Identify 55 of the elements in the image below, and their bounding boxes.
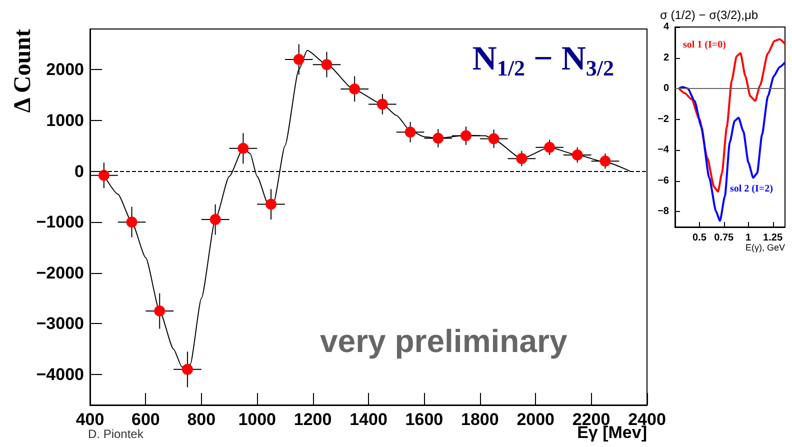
x-tick-label: 1800: [460, 410, 499, 429]
point: [488, 133, 500, 144]
x-tick-label: 0.5: [692, 232, 707, 244]
point: [516, 153, 528, 164]
x-tick-label: 1.25: [763, 232, 783, 244]
x-tick-label: 1200: [294, 410, 332, 429]
y-tick-label: −6: [658, 175, 670, 186]
point: [349, 83, 360, 94]
point: [404, 126, 416, 138]
x-tick-label: 2000: [516, 410, 555, 429]
x-tick-label: 600: [132, 410, 160, 429]
y-tick-label: 1000: [46, 110, 84, 130]
series-label: sol 1 (I=0): [683, 40, 726, 50]
point: [376, 98, 388, 110]
point: [293, 54, 304, 65]
x-tick-label: 400: [76, 410, 104, 429]
y-tick-label: −4000: [36, 365, 84, 384]
x-tick-label: 1400: [350, 410, 388, 429]
point: [460, 130, 472, 142]
x-tick-label: 1600: [405, 410, 444, 429]
point: [600, 156, 611, 167]
point: [266, 198, 277, 210]
x-tick-label: 1000: [238, 410, 276, 429]
y-tick-label: −2000: [36, 263, 84, 282]
y-tick-label: −3000: [36, 314, 84, 334]
point: [238, 142, 249, 154]
point: [544, 142, 556, 153]
y-tick-label: −1000: [36, 212, 84, 232]
point: [321, 59, 332, 70]
x-axis-title: E(γ), GeV: [745, 242, 785, 252]
y-tick-label: 0: [663, 83, 670, 94]
annotation: very preliminary: [320, 323, 568, 359]
y-tick-label: 4: [663, 22, 670, 32]
x-tick-label: 800: [187, 410, 216, 429]
x-tick-label: 1: [746, 232, 752, 244]
point: [432, 132, 444, 144]
text: D. Piontek: [88, 427, 144, 441]
y-tick-label: 2000: [46, 60, 84, 80]
point: [210, 214, 221, 226]
y-tick-label: −8: [658, 206, 670, 218]
y-tick-label: 2: [663, 52, 670, 64]
line-series: [678, 38, 786, 193]
line-series: [678, 61, 786, 222]
point: [98, 170, 110, 181]
y-axis-title: Δ Count: [10, 29, 36, 113]
point: [182, 364, 193, 375]
y-tick-label: −2: [658, 114, 670, 125]
point: [126, 216, 138, 228]
y-tick-label: −4: [658, 144, 670, 156]
chart-title: σ (1/2) − σ(3/2),μb: [660, 8, 758, 22]
point: [572, 150, 583, 161]
x-tick-label: 0.75: [714, 232, 734, 244]
y-tick-label: 0: [74, 162, 84, 181]
series-label: sol 2 (I=2): [730, 184, 773, 194]
point: [154, 306, 166, 316]
